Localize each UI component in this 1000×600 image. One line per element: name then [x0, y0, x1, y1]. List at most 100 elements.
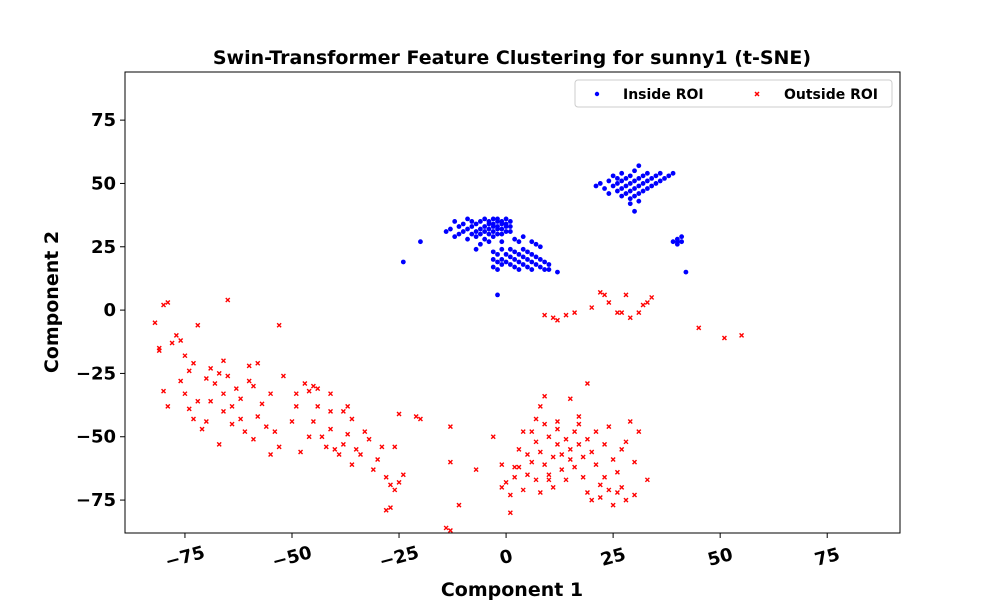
data-point-outside-roi — [533, 477, 539, 483]
y-tick-label: −25 — [76, 363, 116, 384]
data-point-outside-roi — [328, 391, 334, 397]
data-point-inside-roi — [615, 181, 620, 186]
data-point-inside-roi — [512, 257, 518, 262]
data-point-inside-roi — [640, 173, 646, 179]
data-point-outside-roi — [589, 305, 595, 311]
data-point-inside-roi — [520, 262, 526, 267]
data-point-inside-roi — [683, 269, 689, 275]
data-point-inside-roi — [632, 186, 637, 191]
data-point-inside-roi — [636, 198, 642, 204]
data-point-inside-roi — [632, 168, 637, 174]
data-point-outside-roi — [186, 406, 192, 412]
data-point-outside-roi — [255, 360, 261, 366]
data-point-outside-roi — [345, 403, 351, 409]
data-point-outside-roi — [383, 474, 389, 480]
data-point-outside-roi — [208, 398, 214, 404]
data-point-outside-roi — [572, 429, 578, 435]
data-point-outside-roi — [584, 381, 590, 387]
data-point-outside-roi — [563, 312, 569, 318]
data-point-inside-roi — [443, 229, 449, 234]
y-axis-ticks: −75 −50 −25 0 25 50 75 — [76, 110, 125, 511]
data-point-outside-roi — [349, 462, 355, 468]
data-point-outside-roi — [238, 396, 244, 402]
data-point-outside-roi — [263, 424, 269, 430]
data-point-inside-roi — [490, 224, 496, 229]
data-point-outside-roi — [315, 403, 321, 409]
data-point-inside-roi — [477, 226, 483, 232]
data-point-outside-roi — [619, 310, 625, 316]
data-point-inside-roi — [503, 216, 509, 222]
y-tick-label: −75 — [76, 490, 116, 511]
x-tick-label: −25 — [377, 542, 421, 573]
data-point-inside-roi — [619, 193, 625, 199]
data-point-outside-roi — [216, 441, 222, 447]
data-point-inside-roi — [636, 191, 642, 196]
data-point-outside-roi — [644, 477, 650, 483]
data-point-inside-roi — [465, 236, 470, 242]
data-point-outside-roi — [499, 484, 505, 490]
data-point-outside-roi — [259, 401, 265, 407]
data-point-inside-roi — [529, 251, 535, 257]
x-tick-label: 25 — [598, 544, 628, 571]
data-point-outside-roi — [208, 365, 214, 371]
data-point-outside-roi — [563, 477, 569, 483]
data-point-outside-roi — [328, 408, 334, 414]
data-point-outside-roi — [516, 446, 522, 452]
data-point-outside-roi — [323, 444, 329, 450]
data-point-outside-roi — [289, 419, 295, 425]
data-point-outside-roi — [302, 381, 308, 387]
data-point-outside-roi — [195, 398, 201, 404]
data-point-inside-roi — [495, 226, 500, 232]
data-point-inside-roi — [640, 188, 646, 194]
data-point-outside-roi — [328, 426, 334, 432]
data-point-outside-roi — [499, 462, 505, 468]
data-point-outside-roi — [250, 436, 256, 442]
data-point-outside-roi — [220, 408, 226, 414]
data-point-inside-roi — [477, 231, 483, 237]
y-tick-label: −50 — [76, 427, 116, 448]
legend-label-inside-roi: Inside ROI — [623, 87, 704, 103]
data-point-outside-roi — [614, 310, 620, 316]
data-point-outside-roi — [186, 368, 192, 374]
data-point-inside-roi — [533, 262, 539, 267]
data-point-outside-roi — [602, 441, 608, 447]
data-point-inside-roi — [644, 170, 650, 176]
data-point-inside-roi — [606, 191, 612, 196]
data-point-outside-roi — [152, 320, 158, 326]
data-point-outside-roi — [379, 444, 385, 450]
data-point-inside-roi — [649, 183, 655, 189]
data-point-inside-roi — [619, 170, 625, 176]
plot-frame — [124, 71, 901, 534]
data-point-outside-roi — [169, 340, 175, 346]
data-point-outside-roi — [268, 451, 274, 457]
data-point-outside-roi — [238, 416, 244, 422]
data-point-outside-roi — [597, 289, 603, 295]
data-point-outside-roi — [550, 315, 556, 321]
data-point-outside-roi — [233, 386, 239, 392]
data-point-inside-roi — [473, 221, 479, 227]
data-point-inside-roi — [623, 191, 629, 196]
data-point-inside-roi — [679, 239, 685, 245]
data-point-inside-roi — [495, 259, 500, 265]
data-point-outside-roi — [739, 332, 745, 338]
data-point-outside-roi — [182, 391, 188, 397]
data-point-outside-roi — [165, 300, 171, 305]
data-point-outside-roi — [203, 375, 209, 381]
data-point-inside-roi — [490, 229, 496, 234]
data-point-inside-roi — [627, 173, 633, 179]
data-point-inside-roi — [516, 259, 522, 265]
data-point-inside-roi — [473, 234, 479, 240]
data-point-outside-roi — [529, 459, 535, 465]
data-point-inside-roi — [653, 181, 659, 186]
data-point-outside-roi — [520, 487, 526, 493]
y-tick-label: 50 — [91, 173, 116, 194]
data-point-outside-roi — [546, 472, 552, 478]
data-point-inside-roi — [469, 219, 475, 224]
data-point-outside-roi — [597, 482, 603, 488]
data-point-outside-roi — [584, 436, 590, 442]
data-point-inside-roi — [657, 170, 663, 176]
data-point-inside-roi — [448, 226, 453, 232]
data-point-inside-roi — [636, 163, 642, 169]
data-point-outside-roi — [473, 467, 479, 473]
data-point-inside-roi — [632, 178, 637, 184]
